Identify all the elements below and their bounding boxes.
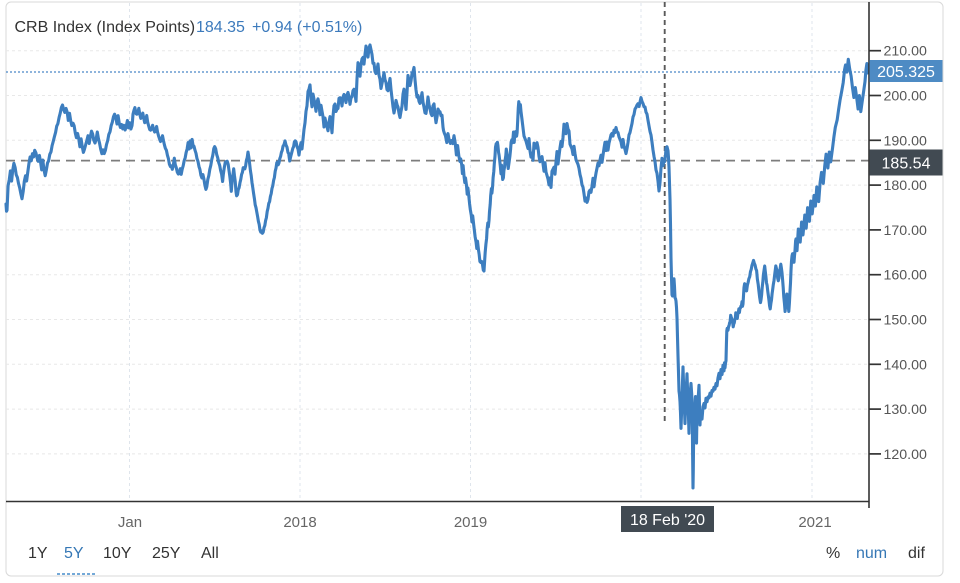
svg-text:185.54: 185.54 xyxy=(882,156,931,173)
svg-text:10Y: 10Y xyxy=(103,545,132,562)
svg-text:210.00: 210.00 xyxy=(884,44,928,60)
svg-text:Jan: Jan xyxy=(118,514,142,531)
svg-text:140.00: 140.00 xyxy=(884,357,928,373)
svg-text:num: num xyxy=(856,545,887,562)
svg-text:2019: 2019 xyxy=(454,514,487,531)
svg-text:150.00: 150.00 xyxy=(884,313,928,329)
svg-text:%: % xyxy=(826,545,840,562)
svg-text:All: All xyxy=(201,545,219,562)
svg-text:120.00: 120.00 xyxy=(884,447,928,463)
svg-text:205.325: 205.325 xyxy=(877,64,935,81)
svg-text:2018: 2018 xyxy=(283,514,316,531)
svg-text:2021: 2021 xyxy=(798,514,831,531)
svg-text:190.00: 190.00 xyxy=(884,133,928,149)
svg-text:130.00: 130.00 xyxy=(884,402,928,418)
svg-text:180.00: 180.00 xyxy=(884,178,928,194)
svg-text:1Y: 1Y xyxy=(28,545,48,562)
svg-text:170.00: 170.00 xyxy=(884,223,928,239)
svg-text:5Y: 5Y xyxy=(64,545,84,562)
svg-text:18 Feb '20: 18 Feb '20 xyxy=(630,512,705,529)
svg-text:25Y: 25Y xyxy=(152,545,181,562)
svg-text:CRB Index (Index Points)184.35: CRB Index (Index Points)184.35 +0.94 (+0.… xyxy=(15,19,363,36)
svg-text:160.00: 160.00 xyxy=(884,268,928,284)
svg-text:200.00: 200.00 xyxy=(884,89,928,105)
svg-text:dif: dif xyxy=(908,545,925,562)
